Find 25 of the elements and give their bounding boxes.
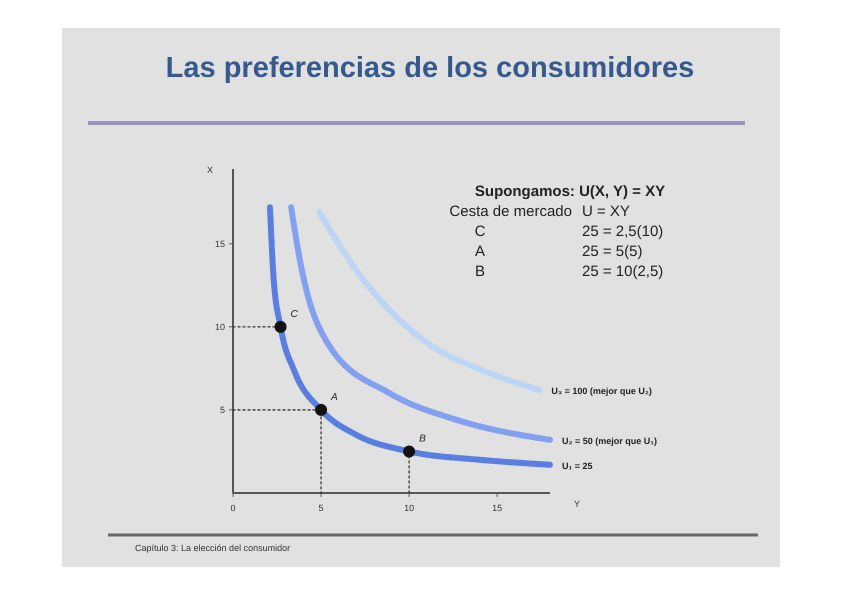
text: B 25 = 10(2,5) bbox=[474, 263, 664, 280]
data-label: B bbox=[419, 433, 426, 444]
text: C 25 = 2,5(10) bbox=[474, 223, 664, 240]
y-tick-label: 10 bbox=[214, 322, 225, 332]
x-tick-label: 0 bbox=[230, 503, 236, 513]
text: A 25 = 5(5) bbox=[474, 243, 642, 260]
data-label: A bbox=[330, 392, 338, 403]
y-axis-title: X bbox=[207, 165, 214, 175]
chart-title: Las preferencias de los consumidores bbox=[166, 52, 694, 84]
y-tick-label: 5 bbox=[220, 404, 225, 415]
data-label: C bbox=[290, 308, 299, 320]
x-axis-title: Y bbox=[574, 499, 580, 509]
point bbox=[274, 320, 287, 333]
x-tick-label: 10 bbox=[404, 503, 414, 513]
x-tick-label: 5 bbox=[318, 503, 324, 513]
x-tick-label: 15 bbox=[492, 503, 502, 513]
point bbox=[403, 445, 416, 458]
y-tick-label: 15 bbox=[214, 238, 225, 249]
series-label: U₃ = 100 (mejor que U₂) bbox=[551, 386, 652, 396]
text: Capítulo 3: La elección del consumidor bbox=[135, 543, 290, 553]
series-label: U₂ = 50 (mejor que U₁) bbox=[562, 436, 657, 446]
annotation: Supongamos: U(X, Y) = XY bbox=[474, 183, 666, 200]
series-label: U₁ = 25 bbox=[562, 460, 592, 471]
annotation: Cesta de mercado U = XY bbox=[449, 203, 630, 220]
point bbox=[315, 404, 328, 416]
